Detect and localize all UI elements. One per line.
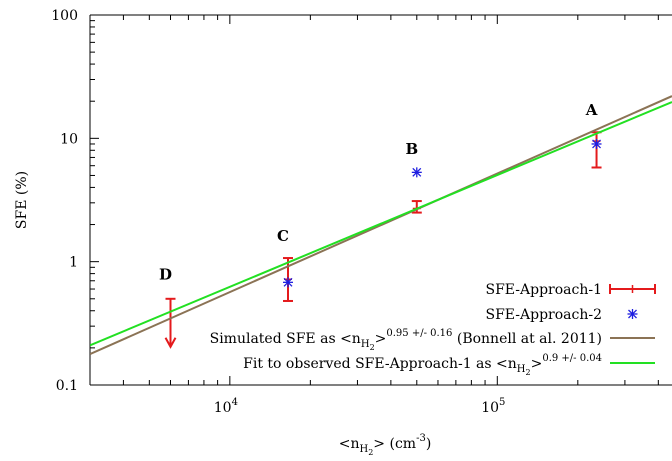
star-marker [283, 277, 294, 288]
limit-arrow-head [164, 337, 177, 349]
point-label-c: C [277, 227, 289, 245]
legend-item-4: Fit to observed SFE-Approach-1 as <nH2>0… [243, 353, 655, 377]
legend-item-3: Simulated SFE as <nH2>0.95 +/- 0.16 (Bon… [210, 328, 655, 352]
legend-item-2: SFE-Approach-2 [485, 307, 638, 323]
x-axis-label: <nH2> (cm-3) [339, 433, 432, 457]
point-label-d: D [159, 265, 172, 283]
series-layer [90, 95, 672, 356]
y-tick-label: 0.1 [56, 378, 78, 394]
fit-line [90, 101, 672, 347]
legend-label: SFE-Approach-1 [485, 282, 602, 298]
point-label-b: B [405, 140, 418, 158]
legend: SFE-Approach-1 SFE-Approach-2 Simulated SF… [210, 282, 656, 377]
legend-label: Simulated SFE as <nH2>0.95 +/- 0.16 (Bon… [210, 328, 602, 352]
legend-label: Fit to observed SFE-Approach-1 as <nH2>0… [243, 353, 602, 377]
legend-symbol [627, 309, 638, 319]
y-tick-label: 1 [69, 255, 78, 271]
legend-item-1: SFE-Approach-1 [485, 282, 656, 298]
legend-label: SFE-Approach-2 [485, 307, 602, 323]
axis-labels: SFE (%) <nH2> (cm-3) [14, 171, 431, 457]
series-2 [283, 138, 602, 288]
y-tick-label: 100 [51, 8, 78, 24]
series-3 [90, 95, 672, 356]
x-tick-label: 105 [481, 397, 505, 416]
fit-line [90, 95, 672, 356]
y-axis-label: SFE (%) [14, 171, 30, 229]
annotations: A B C D [159, 101, 598, 283]
x-tick-label: 104 [214, 397, 238, 416]
series-4 [90, 101, 672, 347]
star-marker [411, 167, 422, 178]
y-tick-label: 10 [60, 131, 78, 147]
star-marker [591, 138, 602, 149]
point-label-a: A [585, 101, 598, 119]
axes: 0.1 1 10 100 104 105 [51, 8, 672, 416]
